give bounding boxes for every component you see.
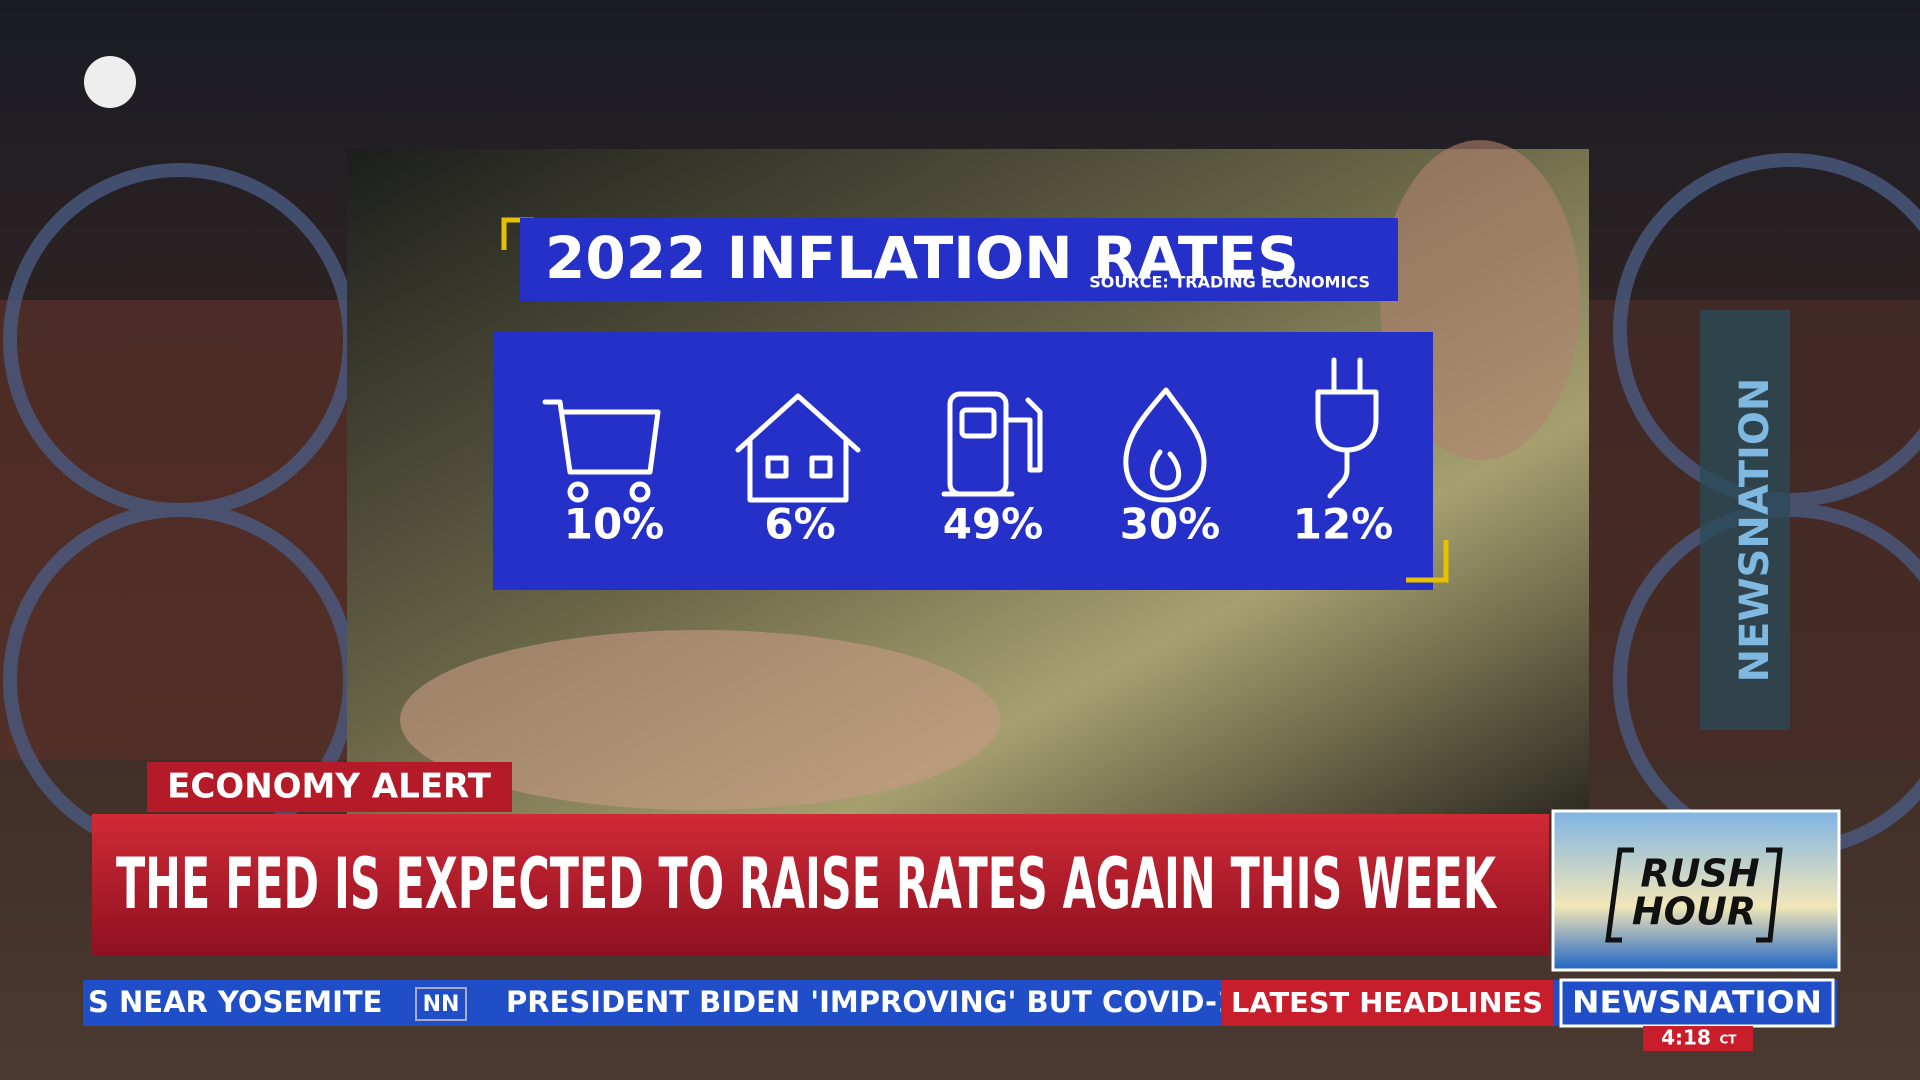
plug-icon [1315, 357, 1379, 499]
hand-image [400, 630, 1000, 810]
rate-label: 6% [764, 500, 835, 549]
logo-brackets [1605, 847, 1783, 943]
ticker-label: LATEST HEADLINES [1231, 986, 1543, 1019]
cart-icon [542, 399, 661, 503]
brick-wall [0, 300, 360, 760]
show-logo-line: HOUR [1632, 890, 1756, 934]
ticker-item: PRESIDENT BIDEN 'IMPROVING' BUT COVID-19 [506, 985, 1257, 1019]
rate-label: 10% [564, 500, 665, 549]
graphic-title: 2022 INFLATION RATES [545, 224, 1299, 292]
studio-sign: NEWSNATION [1732, 378, 1778, 683]
show-logo [1551, 809, 1841, 972]
network-name: NEWSNATION [1572, 986, 1822, 1021]
ticker-label-box [1221, 980, 1553, 1026]
studio-light [84, 56, 136, 108]
clock-time: 4:18 [1661, 1026, 1711, 1050]
rate-labels: 10% 6% 49% 30% 12% [564, 500, 1394, 549]
gas-pump-icon [941, 391, 1043, 497]
headline: THE FED IS EXPECTED TO RAISE RATES AGAIN… [116, 843, 1498, 925]
graphic-source: SOURCE: TRADING ECONOMICS [1089, 273, 1370, 292]
ticker-separator [415, 987, 467, 1021]
headline-bar [92, 814, 1549, 955]
ticker-separator-text: NN [423, 992, 460, 1017]
clock-zone: CT [1720, 1033, 1738, 1047]
ticker-item: S NEAR YOSEMITE [88, 985, 383, 1019]
rate-label: 49% [943, 500, 1044, 549]
flame-icon [1123, 387, 1207, 503]
corner-bracket [1406, 540, 1449, 583]
studio-sign-panel [1700, 310, 1790, 730]
title-banner [520, 218, 1398, 301]
clock-box [1643, 1026, 1753, 1051]
show-logo-line: RUSH [1640, 852, 1759, 896]
tag-text: ECONOMY ALERT [167, 767, 492, 807]
house-icon [735, 393, 861, 503]
rates-panel [493, 332, 1433, 590]
tag-box [147, 762, 512, 812]
rate-label: 30% [1120, 500, 1221, 549]
rate-label: 12% [1293, 500, 1394, 549]
